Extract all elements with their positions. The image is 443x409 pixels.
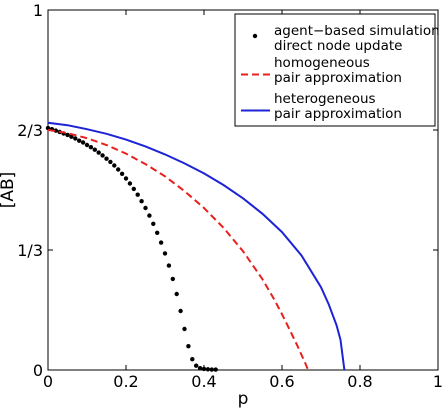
data-point	[84, 142, 90, 148]
data-point	[209, 367, 214, 372]
data-point	[65, 132, 70, 138]
x-tick-label: 0.8	[347, 372, 372, 391]
data-point	[194, 363, 199, 368]
y-tick-label: 1	[33, 1, 43, 20]
data-point	[100, 153, 105, 158]
data-point	[119, 171, 125, 176]
data-point	[143, 205, 148, 211]
data-point	[123, 176, 129, 181]
data-point	[170, 276, 175, 282]
series-line-2	[47, 121, 346, 371]
data-point	[73, 136, 78, 141]
series-line-1	[47, 128, 310, 371]
data-point	[162, 251, 168, 256]
data-point	[182, 326, 187, 332]
y-tick-label: 2/3	[17, 121, 43, 140]
legend-label: pair approximation	[274, 70, 402, 86]
data-point	[205, 367, 211, 372]
data-point	[186, 344, 191, 349]
legend-label: homogeneous	[274, 55, 370, 71]
data-point	[155, 230, 160, 235]
data-point	[69, 134, 74, 139]
data-point	[174, 291, 179, 297]
legend-box	[234, 13, 436, 127]
data-point	[147, 213, 152, 218]
data-point	[131, 186, 136, 192]
data-point	[92, 147, 98, 152]
x-tick-label: 0	[43, 372, 53, 391]
data-point	[112, 163, 117, 168]
data-point	[151, 221, 156, 226]
data-point	[178, 308, 183, 314]
legend-marker	[252, 33, 258, 39]
y-tick-label: 0	[33, 361, 43, 380]
data-point	[158, 240, 164, 245]
y-tick-label: 1/3	[17, 241, 43, 260]
data-point	[213, 367, 218, 372]
data-point	[135, 192, 140, 197]
x-tick-label: 0.2	[113, 372, 138, 391]
data-point	[77, 138, 82, 143]
data-point	[166, 263, 172, 268]
series-layer	[45, 121, 346, 372]
data-point	[127, 181, 133, 186]
data-point	[197, 366, 203, 371]
legend-label: direct node update	[274, 38, 402, 54]
data-point	[108, 159, 113, 165]
data-point	[116, 167, 121, 172]
data-point	[88, 145, 94, 150]
x-tick-label: 0.6	[269, 372, 294, 391]
legend-label: agent−based simulation	[274, 23, 440, 39]
data-point	[201, 366, 207, 372]
x-tick-label: 0.4	[191, 372, 216, 391]
data-point	[139, 199, 144, 204]
axis-ticks: 0 0.2 0.4 0.6 0.8 1 0 1/3 2/3 1	[17, 1, 443, 391]
y-axis-label: [AB]	[0, 172, 18, 209]
x-axis-label: p	[238, 389, 249, 409]
x-tick-label: 1	[433, 372, 443, 391]
legend-label: heterogeneous	[274, 91, 376, 107]
legend-label: pair approximation	[274, 106, 402, 122]
data-point	[190, 357, 195, 362]
data-point	[96, 150, 101, 155]
data-point	[104, 156, 109, 161]
data-point	[80, 140, 86, 145]
